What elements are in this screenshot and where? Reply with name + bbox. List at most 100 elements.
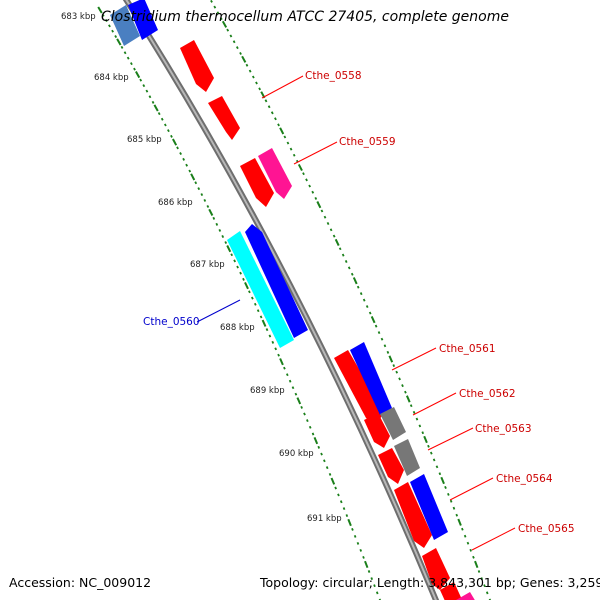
major-tick	[208, 208, 214, 216]
minor-tick	[139, 78, 143, 82]
gene-arrow[interactable]	[410, 474, 448, 540]
minor-tick	[203, 199, 207, 202]
minor-tick	[373, 584, 376, 588]
minor-tick	[160, 117, 164, 121]
minor-tick	[314, 197, 318, 200]
minor-tick	[323, 459, 326, 463]
minor-tick	[104, 19, 108, 23]
major-tick	[370, 315, 376, 324]
major-tick	[97, 6, 103, 14]
gene-arrow[interactable]	[245, 224, 308, 338]
minor-tick	[378, 598, 381, 600]
major-tick	[135, 71, 141, 79]
gene-label[interactable]: Cthe_0565	[518, 523, 575, 535]
minor-tick	[395, 370, 399, 374]
minor-tick	[133, 67, 136, 71]
minor-tick	[323, 215, 327, 219]
minor-tick	[329, 228, 333, 232]
minor-tick	[271, 340, 275, 344]
gene-arrow[interactable]	[334, 350, 384, 426]
minor-tick	[286, 141, 290, 145]
major-tick	[221, 20, 228, 28]
position-label: 691 kbp	[307, 514, 342, 524]
gene-arrow[interactable]	[240, 158, 274, 207]
minor-tick	[236, 46, 239, 50]
minor-tick	[265, 328, 269, 332]
minor-tick	[368, 311, 372, 315]
minor-tick	[274, 347, 278, 351]
gene-arrow[interactable]	[128, 0, 158, 40]
gene-arrow[interactable]	[394, 439, 420, 476]
major-tick	[474, 560, 479, 569]
gene-label[interactable]: Cthe_0562	[459, 388, 516, 400]
minor-tick	[359, 548, 363, 552]
major-tick	[388, 355, 394, 363]
gene-arrow[interactable]	[440, 582, 464, 600]
minor-tick	[232, 40, 236, 44]
position-label: 684 kbp	[94, 73, 129, 83]
gene-label[interactable]: Cthe_0564	[496, 473, 553, 485]
position-label: 687 kbp	[190, 260, 225, 270]
minor-tick	[111, 29, 114, 33]
major-tick	[334, 238, 340, 247]
minor-tick	[213, 5, 217, 9]
minor-tick	[259, 315, 263, 319]
minor-tick	[270, 111, 274, 115]
gene-arrow[interactable]	[208, 96, 240, 140]
minor-tick	[452, 506, 456, 510]
minor-tick	[305, 178, 308, 182]
minor-tick	[311, 432, 315, 436]
minor-tick	[359, 292, 363, 296]
minor-tick	[277, 123, 280, 127]
gene-arrow[interactable]	[180, 40, 214, 92]
minor-tick	[302, 172, 305, 176]
gene-arrow[interactable]	[456, 592, 476, 600]
minor-tick	[344, 260, 348, 263]
gene-label[interactable]: Cthe_0560	[143, 316, 200, 328]
minor-tick	[200, 193, 204, 196]
minor-tick	[239, 271, 242, 275]
minor-tick	[248, 69, 252, 73]
minor-tick	[268, 334, 272, 338]
gene-label[interactable]: Cthe_0563	[475, 423, 532, 435]
minor-tick	[332, 234, 336, 238]
major-tick	[241, 55, 247, 63]
major-tick	[352, 277, 358, 285]
minor-tick	[306, 419, 309, 423]
minor-tick	[485, 591, 489, 595]
gene-label[interactable]: Cthe_0561	[439, 343, 496, 355]
minor-tick	[392, 364, 396, 368]
gene-arrow[interactable]	[364, 413, 390, 448]
minor-tick	[289, 147, 293, 151]
major-tick	[226, 245, 232, 253]
minor-tick	[320, 209, 324, 213]
major-tick	[364, 560, 369, 569]
minor-tick	[455, 513, 459, 517]
gene-arrow[interactable]	[380, 407, 406, 440]
major-tick	[316, 201, 322, 209]
gene-label[interactable]: Cthe_0558	[305, 70, 362, 82]
minor-tick	[404, 390, 407, 394]
minor-tick	[182, 157, 185, 161]
minor-tick	[224, 241, 228, 245]
topology-text: Topology: circular; Length: 3,843,301 bp…	[260, 575, 600, 590]
minor-tick	[341, 253, 345, 257]
gene-arrow[interactable]	[110, 5, 140, 46]
minor-tick	[264, 99, 268, 103]
gene-arrow[interactable]	[227, 231, 294, 348]
gene-arrow[interactable]	[350, 342, 392, 415]
minor-tick	[300, 405, 303, 409]
gene-arrow[interactable]	[422, 548, 450, 590]
minor-tick	[342, 507, 346, 511]
minor-tick	[229, 34, 233, 38]
minor-tick	[255, 81, 258, 85]
minor-tick	[212, 216, 216, 220]
gene-label[interactable]: Cthe_0559	[339, 136, 396, 148]
gene-arrow[interactable]	[394, 482, 432, 548]
gene-arrow[interactable]	[258, 148, 292, 199]
minor-tick	[236, 265, 239, 269]
minor-tick	[248, 290, 251, 294]
minor-tick	[421, 431, 425, 435]
gene-arrow[interactable]	[378, 448, 404, 484]
minor-tick	[277, 353, 280, 357]
